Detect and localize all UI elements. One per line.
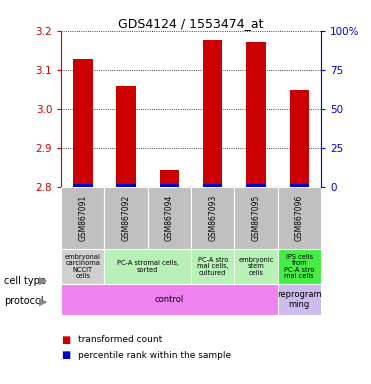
Bar bbox=[73, 59, 93, 187]
Bar bbox=[105, 187, 148, 249]
Bar bbox=[61, 187, 105, 249]
Title: GDS4124 / 1553474_at: GDS4124 / 1553474_at bbox=[118, 17, 264, 30]
Text: GSM867091: GSM867091 bbox=[78, 195, 87, 241]
Text: GSM867093: GSM867093 bbox=[208, 195, 217, 241]
Text: GSM867095: GSM867095 bbox=[252, 195, 260, 241]
Text: ■: ■ bbox=[61, 350, 70, 360]
Bar bbox=[61, 284, 278, 315]
Text: embryonic
stem
cells: embryonic stem cells bbox=[238, 257, 274, 276]
Bar bbox=[246, 184, 266, 187]
Text: IPS cells
from
PC-A stro
mal cells: IPS cells from PC-A stro mal cells bbox=[284, 253, 315, 279]
Bar bbox=[73, 184, 93, 187]
Bar bbox=[278, 284, 321, 315]
Text: cell type: cell type bbox=[4, 276, 46, 286]
Bar bbox=[246, 41, 266, 187]
Bar bbox=[61, 249, 105, 284]
Bar bbox=[160, 170, 179, 187]
Text: PC-A stro
mal cells,
cultured: PC-A stro mal cells, cultured bbox=[197, 257, 229, 276]
Bar bbox=[148, 187, 191, 249]
Bar bbox=[191, 249, 234, 284]
Text: control: control bbox=[155, 295, 184, 304]
Text: ▶: ▶ bbox=[39, 276, 47, 286]
Bar bbox=[278, 187, 321, 249]
Text: PC-A stromal cells,
sorted: PC-A stromal cells, sorted bbox=[117, 260, 179, 273]
Bar bbox=[116, 86, 136, 187]
Bar bbox=[278, 249, 321, 284]
Bar bbox=[234, 249, 278, 284]
Text: reprogram
ming: reprogram ming bbox=[277, 290, 322, 309]
Bar bbox=[191, 187, 234, 249]
Text: percentile rank within the sample: percentile rank within the sample bbox=[78, 351, 231, 360]
Bar bbox=[289, 90, 309, 187]
Bar bbox=[203, 40, 223, 187]
Bar bbox=[234, 187, 278, 249]
Text: ▶: ▶ bbox=[39, 296, 47, 306]
Text: GSM867092: GSM867092 bbox=[122, 195, 131, 241]
Bar bbox=[289, 184, 309, 187]
Text: GSM867096: GSM867096 bbox=[295, 195, 304, 241]
Text: embryonal
carcinoma
NCCIT
cells: embryonal carcinoma NCCIT cells bbox=[65, 253, 101, 279]
Bar bbox=[203, 184, 223, 187]
Bar bbox=[105, 249, 191, 284]
Text: GSM867094: GSM867094 bbox=[165, 195, 174, 241]
Text: protocol: protocol bbox=[4, 296, 43, 306]
Bar bbox=[160, 184, 179, 187]
Text: ■: ■ bbox=[61, 335, 70, 345]
Text: transformed count: transformed count bbox=[78, 335, 162, 344]
Bar bbox=[116, 184, 136, 187]
